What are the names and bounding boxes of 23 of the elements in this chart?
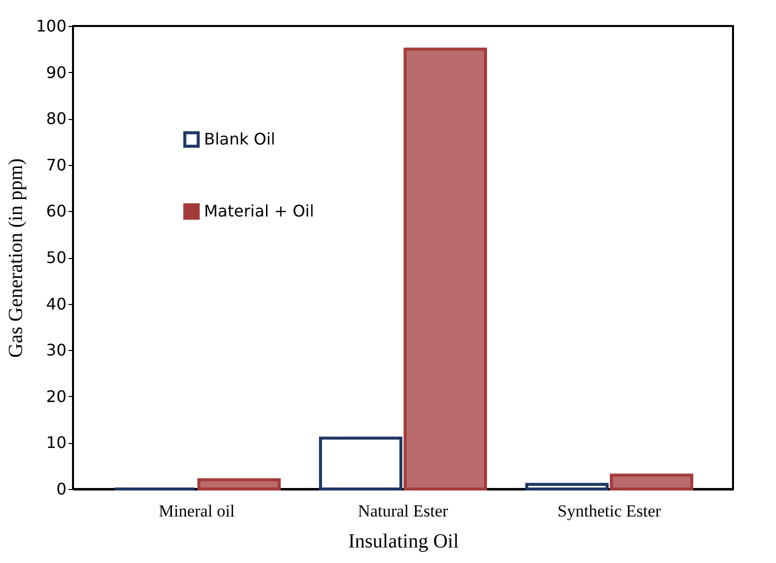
x-tick-label: Synthetic Ester: [558, 502, 662, 520]
bar: [610, 474, 694, 490]
bar: [525, 482, 609, 490]
x-axis-title: Insulating Oil: [348, 530, 460, 552]
y-tick-label: 100: [36, 16, 66, 36]
y-tick-label: 90: [46, 62, 66, 82]
y-tick-label: 60: [46, 202, 66, 221]
bar: [319, 436, 402, 490]
y-tick-label: 10: [46, 433, 66, 452]
x-tick-label: Natural Ester: [358, 502, 448, 520]
bar: [197, 478, 281, 490]
legend-label: Blank Oil: [204, 130, 276, 148]
y-axis-title: Gas Generation (in ppm): [4, 158, 27, 358]
y-tick-label: 80: [46, 109, 66, 128]
y-tick-label: 20: [46, 386, 66, 406]
y-tick-label: 30: [46, 340, 66, 360]
y-tick-label: 50: [46, 248, 66, 267]
y-tick-label: 40: [46, 294, 66, 314]
y-tick-label: 0: [56, 480, 66, 498]
y-tick-label: 70: [46, 155, 66, 174]
legend-label: Material + Oil: [204, 202, 314, 220]
bar: [404, 48, 487, 490]
x-tick-label: Mineral oil: [158, 502, 236, 520]
